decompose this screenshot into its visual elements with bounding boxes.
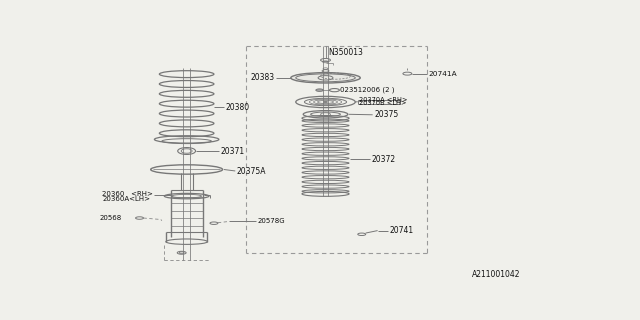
Text: 20371: 20371 xyxy=(220,147,244,156)
Text: 20360A<LH>: 20360A<LH> xyxy=(102,196,150,202)
Text: 20568: 20568 xyxy=(100,215,122,221)
Text: 023512006 (2 ): 023512006 (2 ) xyxy=(340,87,394,93)
Text: 20741A: 20741A xyxy=(429,71,458,76)
Text: 20741: 20741 xyxy=(389,226,413,235)
Ellipse shape xyxy=(316,89,323,92)
Ellipse shape xyxy=(324,101,328,103)
Text: 20360   <RH>: 20360 <RH> xyxy=(102,191,153,196)
Ellipse shape xyxy=(291,73,360,83)
Text: 20375A: 20375A xyxy=(236,167,266,176)
Text: 20370B <LH>: 20370B <LH> xyxy=(359,100,406,106)
Text: 20383: 20383 xyxy=(251,73,275,82)
Text: N350013: N350013 xyxy=(328,48,363,57)
Text: 20375: 20375 xyxy=(374,110,398,119)
Text: 20380: 20380 xyxy=(225,103,250,112)
Text: A211001042: A211001042 xyxy=(472,270,520,279)
Text: 20372: 20372 xyxy=(372,155,396,164)
Text: 20370A <RH>: 20370A <RH> xyxy=(359,98,407,103)
Text: 20578G: 20578G xyxy=(257,219,285,224)
